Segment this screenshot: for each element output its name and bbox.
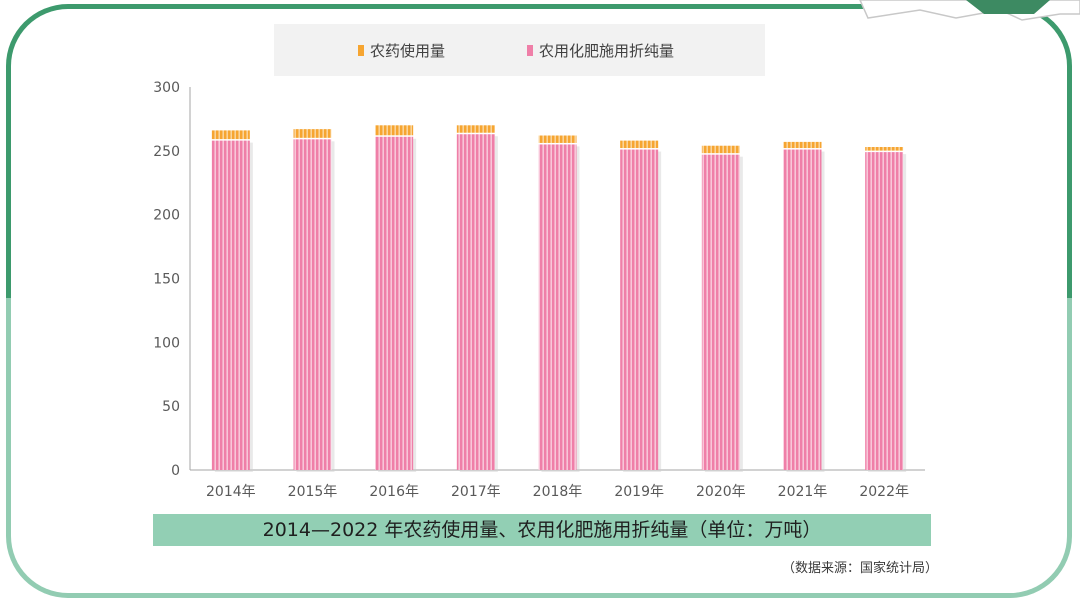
bar-fertilizer xyxy=(375,136,414,471)
x-tick-label: 2014年 xyxy=(206,484,256,500)
bars xyxy=(211,125,907,473)
corner-ribbon-decoration xyxy=(859,0,1080,21)
y-tick-label: 200 xyxy=(153,208,180,224)
legend-label-pesticide: 农药使用量 xyxy=(370,41,446,60)
tick-labels: 0 50 100 150 200 250 300 2014年 2015年 2016年 2017年 20… xyxy=(153,80,909,500)
x-tick-label: 2021年 xyxy=(778,484,828,500)
bar-pesticide xyxy=(456,125,495,133)
y-tick-label: 50 xyxy=(162,399,180,415)
y-tick-label: 300 xyxy=(153,80,180,96)
bar-pesticide xyxy=(620,140,659,149)
legend-label-fertilizer: 农用化肥施用折纯量 xyxy=(539,41,675,60)
bar-pesticide xyxy=(538,135,577,143)
bar-pesticide xyxy=(701,145,740,154)
x-tick-label: 2015年 xyxy=(288,484,338,500)
legend-item-fertilizer: 农用化肥施用折纯量 xyxy=(527,40,674,61)
x-tick-label: 2017年 xyxy=(451,484,501,500)
bar-fertilizer xyxy=(620,149,659,470)
bar-fertilizer xyxy=(865,152,904,471)
bar-fertilizer xyxy=(538,144,577,470)
bar-fertilizer xyxy=(293,139,332,471)
legend-swatch-fertilizer xyxy=(527,44,534,56)
bar-fertilizer xyxy=(783,149,822,470)
chart-caption: 2014—2022 年农药使用量、农用化肥施用折纯量（单位：万吨） xyxy=(153,514,931,546)
chart-legend: 农药使用量 农用化肥施用折纯量 xyxy=(274,24,765,76)
data-source: （数据来源：国家统计局） xyxy=(781,561,938,576)
legend-swatch-pesticide xyxy=(358,44,364,56)
bar-pesticide xyxy=(783,141,822,149)
x-tick-label: 2019年 xyxy=(614,484,664,500)
frame-top-border xyxy=(6,4,1072,334)
x-tick-label: 2018年 xyxy=(533,484,583,500)
y-tick-label: 150 xyxy=(153,272,180,288)
y-tick-label: 250 xyxy=(153,144,180,160)
bar-pesticide xyxy=(375,125,414,136)
bar-pesticide xyxy=(211,130,250,140)
bar-fertilizer xyxy=(701,154,740,470)
bar-fertilizer xyxy=(456,134,495,470)
bar-fertilizer xyxy=(211,140,250,470)
x-tick-label: 2022年 xyxy=(859,484,909,500)
y-tick-label: 100 xyxy=(153,335,180,351)
bar-pesticide xyxy=(865,147,904,151)
x-tick-label: 2020年 xyxy=(696,484,746,500)
x-tick-label: 2016年 xyxy=(369,484,419,500)
y-tick-label: 0 xyxy=(171,463,180,479)
legend-item-pesticide: 农药使用量 xyxy=(358,40,445,61)
bar-pesticide xyxy=(293,129,332,138)
frame-bottom-border xyxy=(6,298,1072,598)
